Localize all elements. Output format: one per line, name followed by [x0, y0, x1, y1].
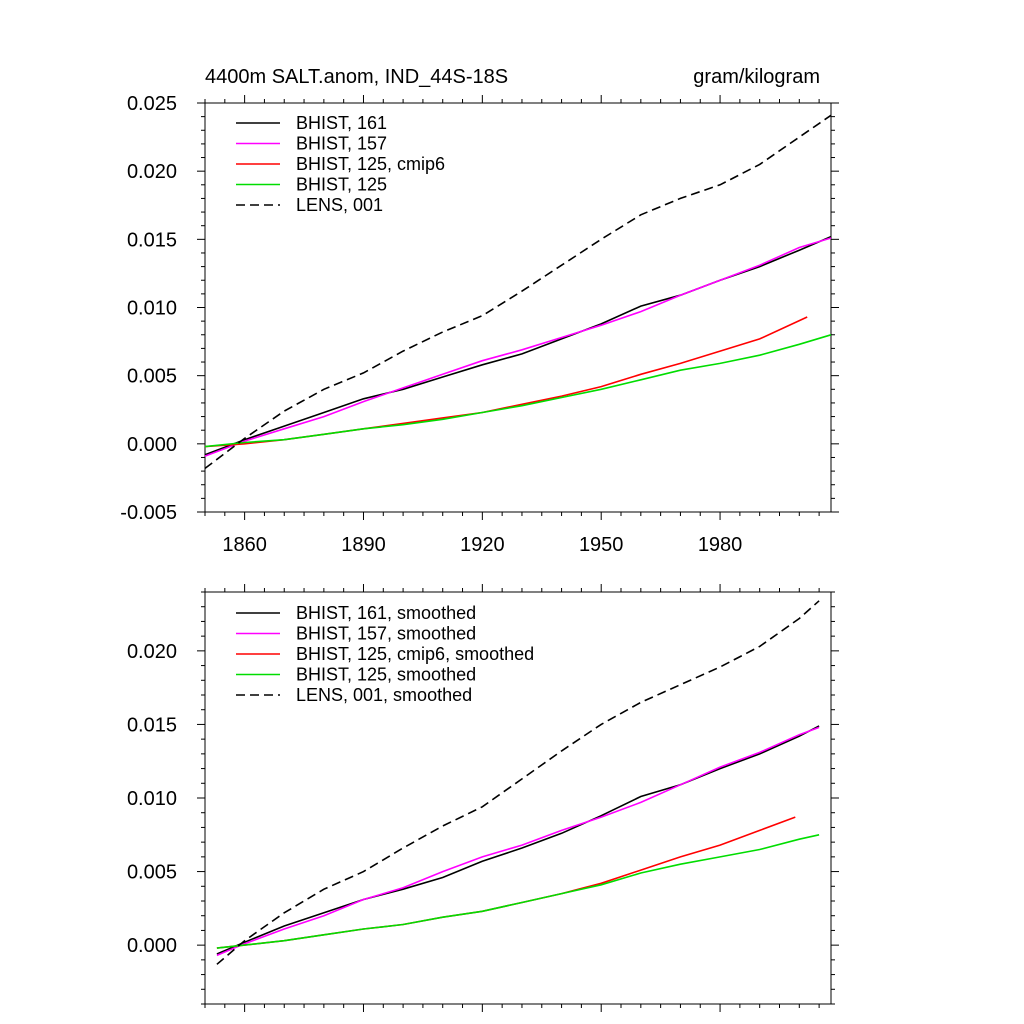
top-panel: 4400m SALT.anom, IND_44S-18S gram/kilogr…: [120, 66, 839, 556]
legend-label: BHIST, 125: [296, 175, 387, 195]
units-label: gram/kilogram: [693, 66, 820, 88]
x-tick-label: 1860: [222, 534, 267, 556]
x-tick-label: 1890: [341, 534, 386, 556]
y-tick-label: 0.015: [127, 229, 177, 251]
y-tick-label: 0.000: [127, 935, 177, 957]
series-line: [204, 114, 832, 470]
y-tick-label: -0.005: [120, 502, 177, 524]
series-line: [216, 834, 820, 949]
bottom-panel: 0.000 0.005 0.010 0.015 0.020 BHIST, 161, smo…: [127, 584, 839, 1012]
legend-label: BHIST, 125, smoothed: [296, 665, 476, 685]
y-tick-label: 0.010: [127, 298, 177, 320]
legend-label: BHIST, 125, cmip6, smoothed: [296, 644, 534, 664]
x-tick-label: 1920: [460, 534, 505, 556]
y-tick-label: 0.010: [127, 788, 177, 810]
x-tick-label: 1980: [698, 534, 743, 556]
x-tick-label: 1950: [579, 534, 624, 556]
legend-label: BHIST, 157, smoothed: [296, 624, 476, 644]
y-tick-label: 0.020: [127, 161, 177, 183]
legend-label: LENS, 001, smoothed: [296, 685, 472, 705]
series-line: [216, 816, 796, 949]
y-tick-label: 0.025: [127, 93, 177, 115]
series-line: [204, 316, 808, 448]
y-tick-label: 0.020: [127, 641, 177, 663]
y-tick-label: 0.000: [127, 434, 177, 456]
series-line: [216, 725, 820, 955]
legend-label: BHIST, 161, smoothed: [296, 603, 476, 623]
legend-label: BHIST, 161: [296, 113, 387, 133]
legend-label: BHIST, 125, cmip6: [296, 154, 445, 174]
series-line: [204, 334, 832, 448]
series-line: [216, 726, 820, 957]
series-line: [204, 237, 832, 457]
y-tick-label: 0.005: [127, 862, 177, 884]
chart-title: 4400m SALT.anom, IND_44S-18S: [205, 66, 508, 88]
series-line: [216, 600, 820, 965]
legend-label: LENS, 001: [296, 195, 383, 215]
y-tick-label: 0.015: [127, 714, 177, 736]
legend-label: BHIST, 157: [296, 134, 387, 154]
y-tick-label: 0.005: [127, 366, 177, 388]
